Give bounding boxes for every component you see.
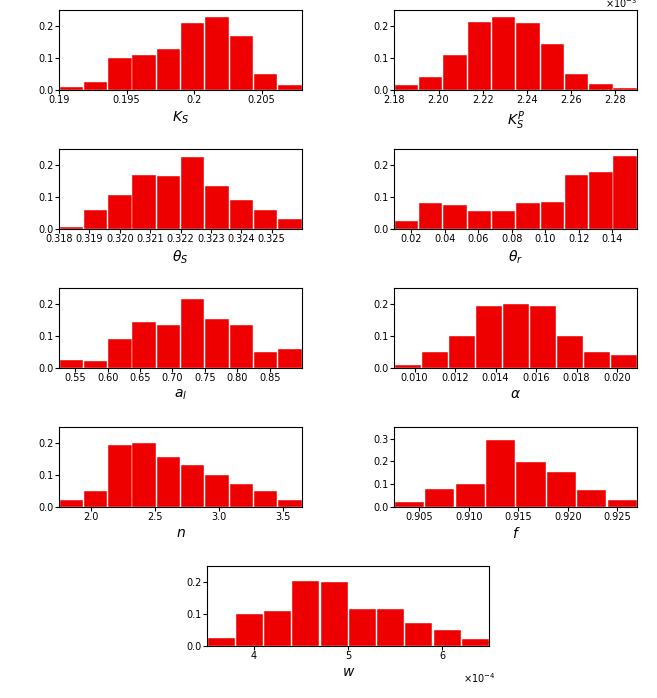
Bar: [60, 87, 83, 90]
Bar: [468, 22, 491, 90]
Bar: [557, 336, 583, 368]
Bar: [279, 500, 302, 507]
Bar: [456, 484, 485, 507]
Bar: [206, 318, 229, 368]
Bar: [422, 352, 448, 368]
Bar: [60, 500, 83, 507]
Bar: [292, 581, 319, 646]
X-axis label: $\alpha$: $\alpha$: [510, 387, 521, 401]
Bar: [565, 74, 588, 90]
Bar: [254, 352, 277, 368]
X-axis label: $w$: $w$: [342, 665, 355, 679]
Bar: [395, 364, 421, 368]
Bar: [84, 82, 107, 90]
Bar: [181, 466, 204, 507]
Bar: [60, 228, 83, 229]
Bar: [133, 443, 156, 507]
Bar: [503, 304, 529, 368]
X-axis label: $n$: $n$: [175, 526, 185, 540]
Bar: [492, 211, 515, 229]
Bar: [541, 44, 564, 90]
Bar: [434, 630, 461, 646]
X-axis label: $\theta_{S}$: $\theta_{S}$: [172, 248, 189, 266]
Bar: [254, 491, 277, 507]
Bar: [468, 211, 491, 229]
Bar: [108, 445, 131, 507]
X-axis label: $a_{l}$: $a_{l}$: [174, 387, 187, 402]
Bar: [60, 360, 83, 368]
Bar: [84, 491, 107, 507]
Bar: [449, 336, 475, 368]
X-axis label: $\theta_{r}$: $\theta_{r}$: [509, 248, 524, 266]
Bar: [108, 195, 131, 229]
Bar: [264, 611, 291, 646]
Bar: [486, 440, 515, 507]
Bar: [492, 17, 515, 90]
Bar: [419, 77, 442, 90]
Bar: [614, 88, 637, 90]
Bar: [230, 325, 253, 368]
Bar: [516, 463, 545, 507]
Bar: [84, 210, 107, 229]
Bar: [254, 74, 277, 90]
Bar: [516, 203, 539, 229]
Bar: [541, 202, 564, 229]
Text: $\times10^{-3}$: $\times10^{-3}$: [605, 0, 637, 10]
X-axis label: $K_{S}$: $K_{S}$: [172, 110, 189, 126]
Bar: [279, 219, 302, 229]
Bar: [614, 156, 637, 229]
Bar: [584, 352, 610, 368]
Bar: [181, 157, 204, 229]
Bar: [181, 23, 204, 90]
Bar: [462, 639, 489, 646]
Bar: [157, 457, 180, 507]
Bar: [608, 500, 637, 507]
Bar: [108, 339, 131, 368]
Bar: [395, 502, 424, 507]
Bar: [157, 49, 180, 90]
Bar: [230, 36, 253, 90]
Bar: [236, 614, 263, 646]
Bar: [349, 609, 376, 646]
Bar: [565, 174, 588, 229]
Bar: [476, 306, 502, 368]
Bar: [157, 177, 180, 229]
Bar: [395, 85, 418, 90]
Bar: [133, 174, 156, 229]
Bar: [206, 475, 229, 507]
Bar: [230, 200, 253, 229]
Bar: [443, 205, 466, 229]
Bar: [321, 582, 348, 646]
Bar: [206, 186, 229, 229]
Bar: [279, 85, 302, 90]
Bar: [589, 172, 612, 229]
Bar: [181, 299, 204, 368]
Bar: [279, 349, 302, 368]
Bar: [395, 221, 418, 229]
Bar: [230, 484, 253, 507]
Bar: [577, 490, 606, 507]
Bar: [425, 489, 455, 507]
Bar: [443, 55, 466, 90]
Bar: [419, 203, 442, 229]
Bar: [405, 623, 432, 646]
Bar: [547, 472, 576, 507]
Bar: [157, 325, 180, 368]
Bar: [589, 84, 612, 90]
Bar: [108, 58, 131, 90]
Bar: [254, 210, 277, 229]
Bar: [133, 55, 156, 90]
X-axis label: $f$: $f$: [512, 526, 520, 542]
X-axis label: $K_{S}^{P}$: $K_{S}^{P}$: [507, 110, 525, 132]
Text: $\times10^{-4}$: $\times10^{-4}$: [463, 671, 495, 685]
Bar: [133, 322, 156, 368]
Bar: [377, 609, 404, 646]
Bar: [530, 306, 556, 368]
Bar: [516, 23, 539, 90]
Bar: [84, 362, 107, 368]
Bar: [611, 355, 637, 368]
Bar: [206, 17, 229, 90]
Bar: [208, 638, 235, 646]
